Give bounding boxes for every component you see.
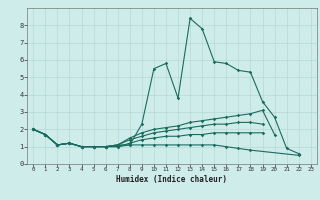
X-axis label: Humidex (Indice chaleur): Humidex (Indice chaleur)	[116, 175, 228, 184]
